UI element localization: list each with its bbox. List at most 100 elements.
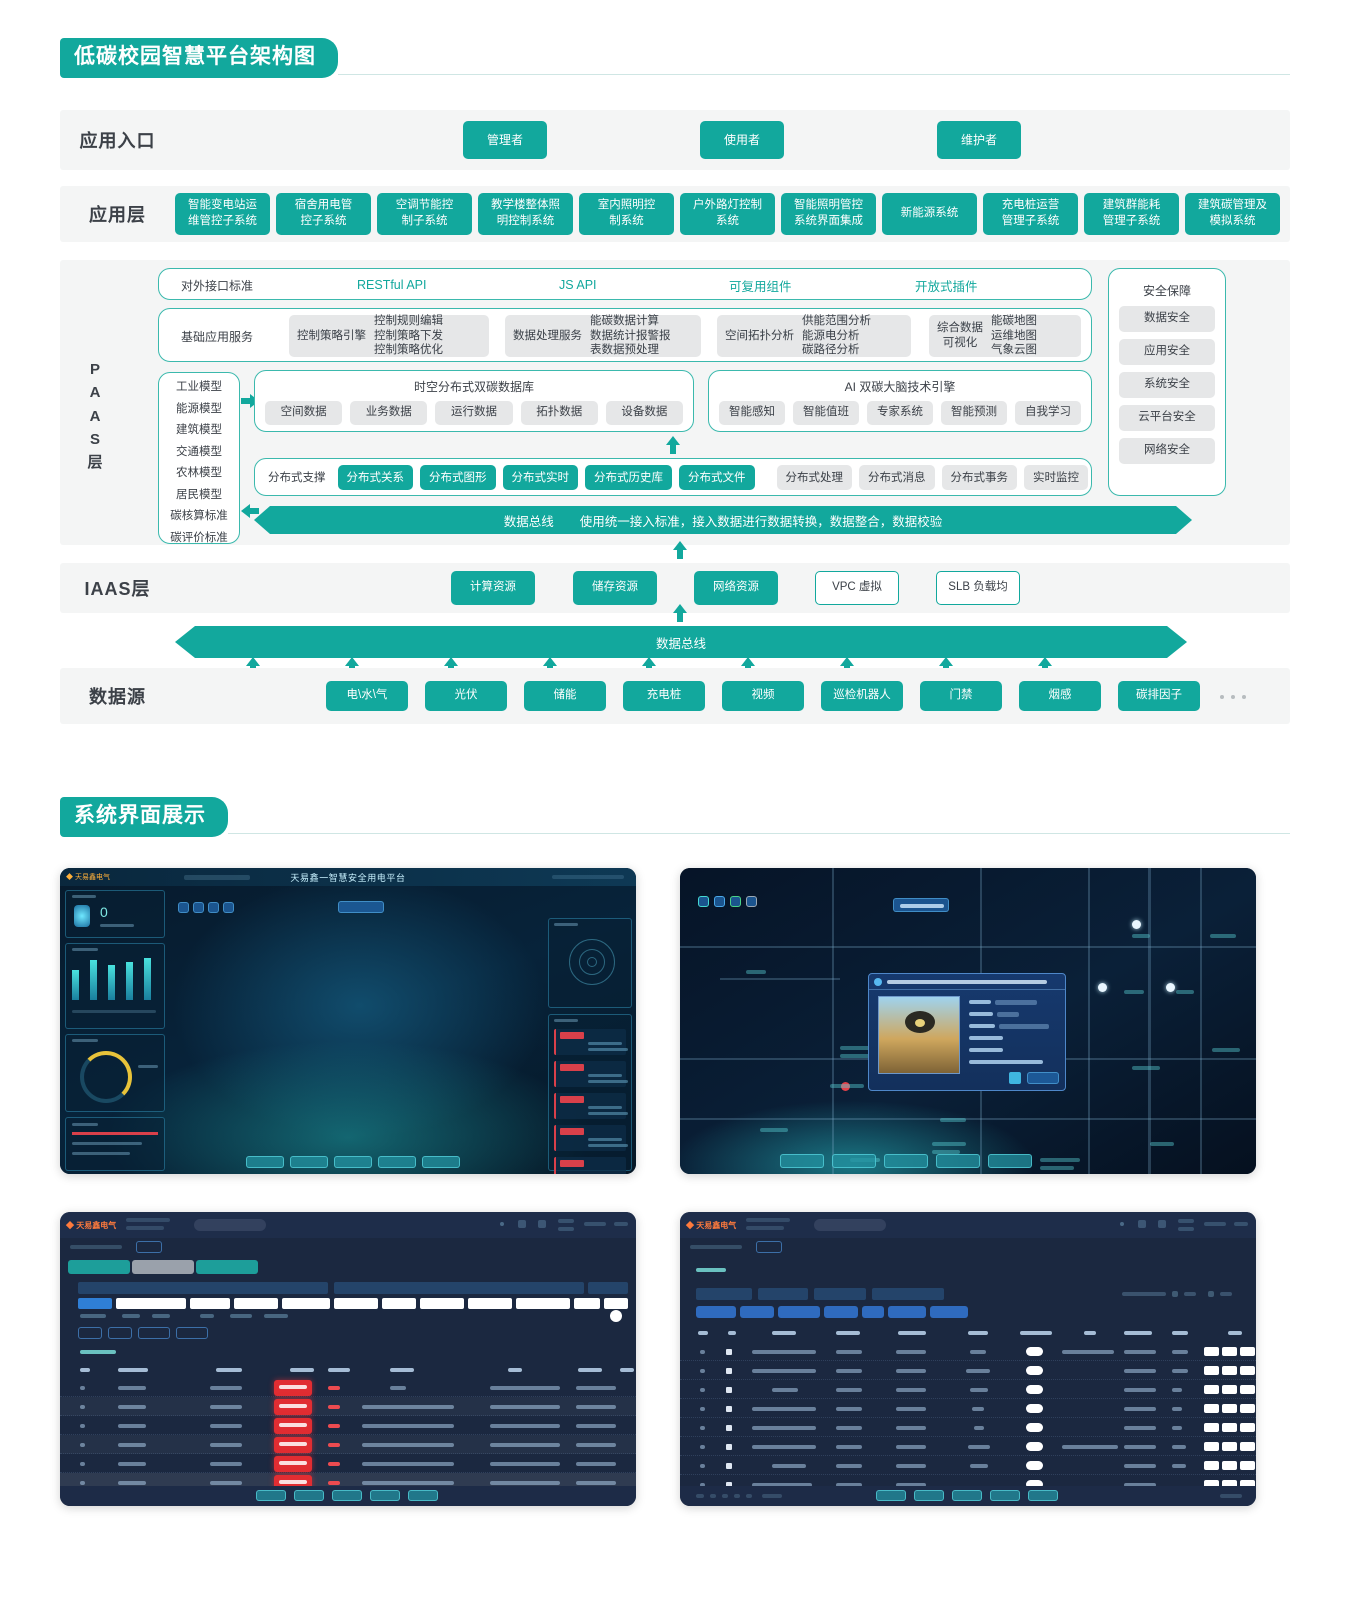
distributed-active-0[interactable]: 分布式关系 <box>337 464 413 490</box>
distributed-active-1[interactable]: 分布式图形 <box>420 464 496 490</box>
model-item-6[interactable]: 碳核算标准 <box>170 510 228 522</box>
device-btn-1[interactable] <box>740 1306 774 1318</box>
table-row[interactable] <box>680 1437 1256 1456</box>
alarm-search-input[interactable] <box>194 1219 266 1231</box>
row-checkbox[interactable] <box>726 1387 732 1393</box>
app-system-5[interactable]: 户外路灯控制 系统 <box>680 193 775 235</box>
service-group-data-processing[interactable]: 数据处理服务 能碳数据计算 数据统计报警报 表数据预处理 <box>505 315 701 357</box>
row-action-2[interactable] <box>1240 1404 1255 1413</box>
service-group-visualization[interactable]: 综合数据 可视化 能碳地图 运维地图 气象云图 <box>929 315 1081 357</box>
db-chip-4[interactable]: 设备数据 <box>605 401 684 425</box>
ai-chip-3[interactable]: 智能预测 <box>941 401 1007 425</box>
data-source-4[interactable]: 视频 <box>722 681 804 711</box>
device-btn-3[interactable] <box>824 1306 858 1318</box>
row-toggle[interactable] <box>1026 1404 1043 1413</box>
map-pin-2-icon[interactable] <box>1166 983 1175 992</box>
model-item-3[interactable]: 交通模型 <box>176 445 222 458</box>
alarm-footer-btn-3[interactable] <box>370 1490 400 1501</box>
alarm-footer-btn-0[interactable] <box>256 1490 286 1501</box>
device-search-input[interactable] <box>814 1219 886 1231</box>
row-action-0[interactable] <box>1204 1442 1219 1451</box>
alarm-footer-btn-4[interactable] <box>408 1490 438 1501</box>
device-btn-2[interactable] <box>778 1306 820 1318</box>
map-bottom-nav-3[interactable] <box>936 1154 980 1168</box>
ai-chip-4[interactable]: 自我学习 <box>1015 401 1081 425</box>
data-source-3[interactable]: 充电桩 <box>623 681 705 711</box>
alarm-action-2[interactable] <box>138 1327 170 1339</box>
row-checkbox[interactable] <box>726 1444 732 1450</box>
distributed-inactive-3[interactable]: 实时监控 <box>1024 464 1088 490</box>
row-toggle[interactable] <box>1026 1385 1043 1394</box>
message-icon[interactable] <box>1138 1220 1146 1228</box>
distributed-active-3[interactable]: 分布式历史库 <box>585 464 672 490</box>
map-bottom-nav-1[interactable] <box>832 1154 876 1168</box>
alarm-chip-8[interactable] <box>468 1298 512 1309</box>
alarm-footer-btn-1[interactable] <box>294 1490 324 1501</box>
row-checkbox[interactable] <box>726 1406 732 1412</box>
alarm-footer-btn-2[interactable] <box>332 1490 362 1501</box>
status-badge[interactable] <box>274 1437 312 1453</box>
map-layer-2-icon[interactable] <box>730 896 741 907</box>
row-action-0[interactable] <box>1204 1423 1219 1432</box>
pagination-page-1[interactable] <box>710 1494 716 1498</box>
distributed-active-2[interactable]: 分布式实时 <box>502 464 578 490</box>
map-bottom-nav-0[interactable] <box>780 1154 824 1168</box>
interface-item-reusable[interactable]: 可复用组件 <box>729 279 792 294</box>
row-action-2[interactable] <box>1240 1480 1255 1489</box>
row-action-0[interactable] <box>1204 1347 1219 1356</box>
iaas-storage-resource[interactable]: 储存资源 <box>573 571 657 605</box>
table-row[interactable] <box>680 1418 1256 1437</box>
alarm-chip-3[interactable] <box>234 1298 278 1309</box>
row-toggle[interactable] <box>1026 1461 1043 1470</box>
screenshot-alarm-table[interactable]: ◆ 天易鑫电气 <box>60 1212 636 1506</box>
alarm-action-1[interactable] <box>108 1327 132 1339</box>
app-system-7[interactable]: 新能源系统 <box>882 193 977 235</box>
row-action-2[interactable] <box>1240 1461 1255 1470</box>
alarm-filter-field-0[interactable] <box>78 1282 328 1294</box>
row-action-0[interactable] <box>1204 1404 1219 1413</box>
data-source-0[interactable]: 电\水\气 <box>326 681 408 711</box>
dashboard-panel-radar[interactable] <box>548 918 632 1008</box>
service-group-control-strategy[interactable]: 控制策略引擎 控制规则编辑 控制策略下发 控制策略优化 <box>289 315 489 357</box>
alarm-tab-1[interactable] <box>132 1260 194 1274</box>
app-system-2[interactable]: 空调节能控 制子系统 <box>377 193 472 235</box>
screenshot-map-dashboard[interactable]: ◆ 天易鑫电气 天易鑫一智慧安全用电平台 0 <box>60 868 636 1174</box>
dashboard-nav-3[interactable] <box>378 1156 416 1168</box>
message-icon[interactable] <box>518 1220 526 1228</box>
map-tool-0-icon[interactable] <box>178 902 189 913</box>
model-item-1[interactable]: 能源模型 <box>176 402 222 415</box>
pagination-prev[interactable] <box>696 1494 704 1498</box>
status-badge[interactable] <box>274 1399 312 1415</box>
device-btn-6[interactable] <box>930 1306 968 1318</box>
map-toggle-chip[interactable] <box>338 901 384 913</box>
app-system-4[interactable]: 室内照明控 制系统 <box>579 193 674 235</box>
device-filter-input-0[interactable] <box>758 1288 808 1300</box>
alarm-chip-6[interactable] <box>382 1298 416 1309</box>
data-source-2[interactable]: 储能 <box>524 681 606 711</box>
dashboard-panel-bars[interactable] <box>65 943 165 1029</box>
table-row[interactable] <box>60 1378 636 1397</box>
alarm-chip-9[interactable] <box>516 1298 570 1309</box>
interface-item-restful[interactable]: RESTful API <box>357 278 427 292</box>
alarm-item-2[interactable] <box>554 1093 628 1119</box>
row-checkbox[interactable] <box>726 1463 732 1469</box>
dashboard-nav-2[interactable] <box>334 1156 372 1168</box>
alarm-chip-11[interactable] <box>604 1298 628 1309</box>
table-row[interactable] <box>60 1435 636 1454</box>
alarm-chip-2[interactable] <box>190 1298 230 1309</box>
row-checkbox[interactable] <box>726 1425 732 1431</box>
row-checkbox[interactable] <box>726 1349 732 1355</box>
app-system-3[interactable]: 教学楼整体照 明控制系统 <box>478 193 573 235</box>
ai-chip-2[interactable]: 专家系统 <box>867 401 933 425</box>
alarm-action-3[interactable] <box>176 1327 208 1339</box>
alarm-chip-4[interactable] <box>282 1298 330 1309</box>
row-action-1[interactable] <box>1222 1423 1237 1432</box>
model-item-5[interactable]: 居民模型 <box>176 488 222 501</box>
device-btn-0[interactable] <box>696 1306 736 1318</box>
device-btn-4[interactable] <box>862 1306 884 1318</box>
row-action-2[interactable] <box>1240 1347 1255 1356</box>
pagination-page-3[interactable] <box>734 1494 740 1498</box>
bell-icon[interactable] <box>538 1220 546 1228</box>
device-breadcrumb-tag[interactable] <box>756 1241 782 1253</box>
interface-item-jsapi[interactable]: JS API <box>559 278 597 292</box>
